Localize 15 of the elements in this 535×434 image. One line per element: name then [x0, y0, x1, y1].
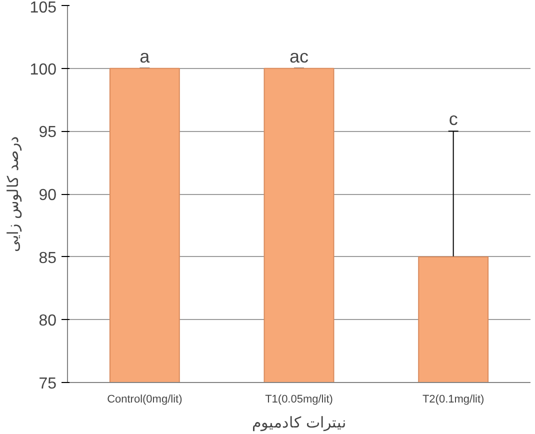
y-tick-label: 85 — [38, 250, 57, 267]
y-tick-label: 75 — [38, 376, 57, 392]
annotation: ac — [289, 46, 309, 66]
y-tick-label: 105 — [30, 0, 57, 16]
y-tick-label: 80 — [38, 312, 57, 330]
x-tick-label: T1(0.05mg/lit) — [265, 394, 333, 406]
y-tick-label: 90 — [38, 187, 57, 204]
y-axis-title: درصد کالوس زایی — [4, 136, 22, 252]
y-tick-label: 95 — [38, 124, 57, 142]
y-tick-label: 100 — [30, 61, 57, 78]
x-axis-title: نیترات کادمیوم — [252, 414, 346, 432]
x-tick-label: T2(0.1mg/lit) — [422, 394, 484, 406]
annotation: c — [448, 109, 458, 130]
x-tick-label: Control(0mg/lit) — [107, 394, 182, 406]
annotation: a — [140, 46, 151, 66]
